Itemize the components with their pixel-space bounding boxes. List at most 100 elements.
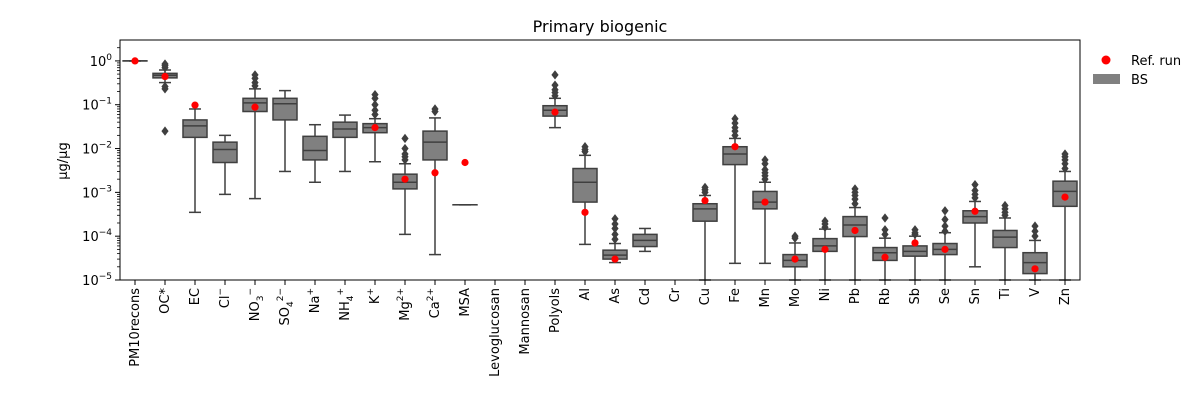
ref-run-point bbox=[581, 209, 588, 216]
y-tick-base: 10 bbox=[82, 274, 99, 289]
box-Al bbox=[573, 142, 597, 244]
y-tick-label: 100 bbox=[90, 53, 113, 70]
x-tick-label: K+ bbox=[366, 288, 383, 304]
box-Sn bbox=[963, 180, 987, 267]
x-tick-label-text: Cd bbox=[638, 288, 653, 305]
x-tick-label-text: Cl bbox=[218, 296, 233, 309]
outlier-marker bbox=[161, 126, 168, 135]
x-tick-label: SO42− bbox=[276, 288, 296, 326]
outlier-marker bbox=[941, 206, 948, 215]
x-tick-label-text: PM10recons bbox=[128, 288, 143, 367]
x-tick-label-superscript: + bbox=[306, 288, 316, 296]
x-tick-label-subscript: 3 bbox=[256, 296, 266, 302]
x-tick-label-text: Cr bbox=[668, 287, 683, 302]
ref-run-point bbox=[251, 104, 258, 111]
x-tick-label: OC* bbox=[158, 288, 173, 314]
ref-run-point bbox=[761, 198, 768, 205]
x-tick-label-text: Na bbox=[308, 296, 323, 314]
outlier-marker bbox=[611, 214, 618, 223]
x-tick-label-text: NH bbox=[338, 301, 353, 321]
box-Se bbox=[933, 206, 957, 280]
x-tick-label: Ca2+ bbox=[426, 288, 443, 318]
outlier-marker bbox=[1031, 221, 1038, 230]
x-tick-label-text: Zn bbox=[1058, 288, 1073, 305]
box-SO bbox=[273, 91, 297, 172]
x-tick-label-text: NO bbox=[248, 301, 263, 321]
x-tick-label: Rb bbox=[878, 288, 893, 305]
ref-run-point bbox=[611, 255, 618, 262]
x-tick-label-text: Fe bbox=[728, 288, 743, 303]
y-tick-exponent: −3 bbox=[99, 184, 112, 194]
box-iqr bbox=[273, 98, 297, 120]
y-tick-label: 10−1 bbox=[82, 97, 112, 114]
box-As bbox=[603, 214, 627, 262]
x-tick-label: As bbox=[608, 288, 623, 304]
x-tick-label: Sn bbox=[968, 288, 983, 305]
box-iqr bbox=[423, 131, 447, 160]
ref-run-point bbox=[431, 169, 438, 176]
outlier-marker bbox=[971, 180, 978, 189]
y-tick-label: 10−4 bbox=[82, 228, 112, 245]
x-tick-label-text: Sn bbox=[968, 288, 983, 305]
ref-run-point bbox=[461, 159, 468, 166]
x-tick-label-text: Mannosan bbox=[518, 288, 533, 355]
outlier-marker bbox=[881, 213, 888, 222]
ref-run-point bbox=[191, 102, 198, 109]
box-Cl bbox=[213, 135, 237, 194]
box-NO bbox=[243, 70, 267, 198]
legend-label: Ref. run bbox=[1131, 54, 1181, 69]
x-tick-label-text: Rb bbox=[878, 288, 893, 305]
x-tick-label: EC bbox=[188, 288, 203, 305]
outlier-marker bbox=[941, 215, 948, 224]
x-tick-label-text: Mg bbox=[398, 301, 413, 320]
ref-run-point bbox=[731, 143, 738, 150]
x-tick-label: Pb bbox=[848, 288, 863, 304]
ref-run-point bbox=[701, 197, 708, 204]
x-tick-label-text: Polyols bbox=[548, 288, 563, 333]
x-tick-label: Mannosan bbox=[518, 288, 533, 355]
x-tick-label: Fe bbox=[728, 288, 743, 303]
outlier-marker bbox=[551, 70, 558, 79]
x-tick-label: Mo bbox=[788, 288, 803, 307]
ref-run-point bbox=[1061, 193, 1068, 200]
ref-run-point bbox=[371, 124, 378, 131]
x-tick-label-text: Sb bbox=[908, 288, 923, 305]
y-tick-base: 10 bbox=[82, 99, 99, 114]
x-tick-label-superscript: 2+ bbox=[396, 288, 406, 301]
box-iqr bbox=[573, 169, 597, 203]
x-tick-label: NH4+ bbox=[336, 288, 356, 321]
x-tick-label: V bbox=[1028, 288, 1043, 297]
y-tick-base: 10 bbox=[82, 186, 99, 201]
box-EC bbox=[183, 109, 207, 212]
y-tick-exponent: −4 bbox=[99, 228, 113, 238]
ref-run-point bbox=[911, 239, 918, 246]
box-iqr bbox=[183, 120, 207, 137]
x-tick-label: Ti bbox=[998, 288, 1013, 300]
ref-run-point bbox=[551, 108, 558, 115]
box-Zn bbox=[1053, 149, 1077, 280]
ref-run-point bbox=[851, 227, 858, 234]
x-tick-label: Polyols bbox=[548, 288, 563, 333]
x-tick-label-text: EC bbox=[188, 288, 203, 305]
box-Ti bbox=[993, 201, 1017, 280]
outlier-marker bbox=[401, 134, 408, 143]
x-tick-label: Levoglucosan bbox=[488, 288, 503, 377]
ref-run-point bbox=[881, 254, 888, 261]
y-tick-label: 10−2 bbox=[82, 141, 112, 158]
y-tick-exponent: 0 bbox=[106, 53, 112, 63]
ref-run-point bbox=[401, 176, 408, 183]
x-tick-label: MSA bbox=[458, 288, 473, 317]
x-tick-label: PM10recons bbox=[128, 288, 143, 367]
x-tick-label-text: Mo bbox=[788, 288, 803, 307]
x-tick-label-text: Al bbox=[578, 288, 593, 301]
y-tick-exponent: −5 bbox=[99, 272, 112, 282]
x-tick-label-text: Pb bbox=[848, 288, 863, 304]
y-tick-label: 10−3 bbox=[82, 184, 112, 201]
x-tick-label: Se bbox=[938, 288, 953, 304]
box-Na bbox=[303, 125, 327, 183]
legend-entry: Ref. run bbox=[1102, 54, 1182, 69]
x-tick-label: Al bbox=[578, 288, 593, 301]
y-tick-base: 10 bbox=[90, 55, 107, 70]
x-tick-label-subscript: 4 bbox=[346, 295, 356, 301]
x-tick-label-superscript: 2− bbox=[276, 288, 286, 301]
